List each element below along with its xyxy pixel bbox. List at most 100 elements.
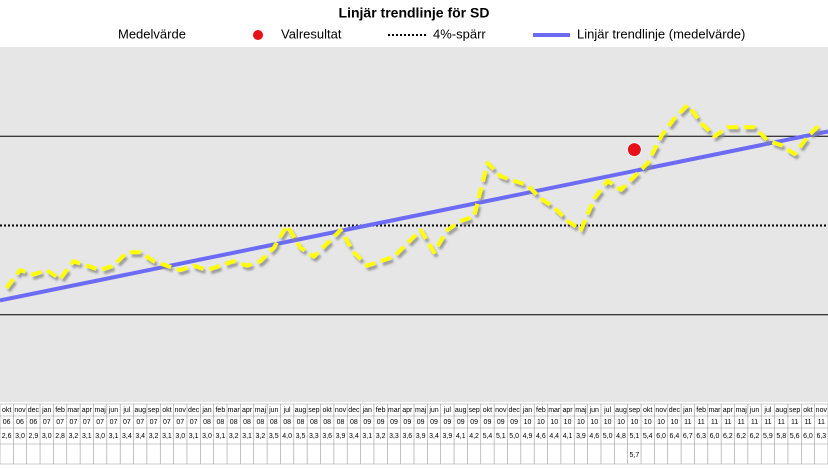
table-value: 5,8 xyxy=(776,433,786,440)
table-value: 3,2 xyxy=(149,433,159,440)
table-month: okt xyxy=(483,407,492,414)
table-value: 4,1 xyxy=(563,433,573,440)
table-value: 6,0 xyxy=(656,433,666,440)
table-month: jan xyxy=(682,407,692,414)
table-month: aug xyxy=(615,407,627,414)
table-month: okt xyxy=(2,407,11,414)
table-month: nov xyxy=(14,407,26,414)
table-value: 3,9 xyxy=(336,433,346,440)
table-month: mar xyxy=(228,407,241,414)
table-year: 08 xyxy=(283,419,291,426)
table-month: jul xyxy=(283,407,291,414)
table-month: feb xyxy=(376,407,386,414)
table-value: 3,6 xyxy=(402,433,412,440)
table-value: 6,0 xyxy=(803,433,813,440)
table-value: 5,1 xyxy=(496,433,506,440)
table-value: 5,4 xyxy=(483,433,493,440)
table-month: feb xyxy=(215,407,225,414)
table-value: 3,2 xyxy=(69,433,79,440)
table-year: 11 xyxy=(738,419,745,426)
table-value: 3,3 xyxy=(309,433,319,440)
table-month: feb xyxy=(696,407,706,414)
table-month: maj xyxy=(415,407,427,414)
table-year: 07 xyxy=(136,419,144,426)
table-month: jul xyxy=(603,407,611,414)
legend-label: Linjär trendlinje (medelvärde) xyxy=(577,26,745,41)
table-year: 10 xyxy=(671,419,679,426)
table-value: 3,5 xyxy=(296,433,306,440)
table-year: 11 xyxy=(804,419,811,426)
table-year: 08 xyxy=(337,419,345,426)
election-point xyxy=(626,142,642,158)
table-year: 08 xyxy=(297,419,305,426)
legend-label: Valresultat xyxy=(281,26,342,41)
table-month: nov xyxy=(175,407,187,414)
table-year: 06 xyxy=(29,419,37,426)
table-value: 4,9 xyxy=(523,433,533,440)
table-year: 10 xyxy=(630,419,638,426)
table-month: jul xyxy=(763,407,771,414)
table-value: 3,2 xyxy=(376,433,386,440)
table-month: mar xyxy=(708,407,721,414)
table-year: 09 xyxy=(484,419,492,426)
table-value: 3,4 xyxy=(135,433,145,440)
table-year: 08 xyxy=(310,419,318,426)
table-month: jul xyxy=(443,407,451,414)
table-month: dec xyxy=(28,407,40,414)
table-month: jan xyxy=(41,407,51,414)
chart-title: Linjär trendlinje för SD xyxy=(339,5,490,21)
table-year: 07 xyxy=(150,419,158,426)
table-month: dec xyxy=(669,407,681,414)
table-year: 11 xyxy=(818,419,825,426)
table-value: 4,0 xyxy=(282,433,292,440)
table-month: jun xyxy=(749,407,759,414)
table-value: 3,4 xyxy=(429,433,439,440)
legend-label: Medelvärde xyxy=(118,26,186,41)
table-year: 09 xyxy=(390,419,398,426)
table-value: 3,2 xyxy=(229,433,239,440)
table-month: jan xyxy=(201,407,211,414)
table-year: 08 xyxy=(230,419,238,426)
table-month: nov xyxy=(816,407,828,414)
table-month: apr xyxy=(402,407,413,414)
table-month: sep xyxy=(789,407,800,414)
table-value: 3,0 xyxy=(175,433,185,440)
table-month: mar xyxy=(67,407,80,414)
table-month: maj xyxy=(255,407,267,414)
table-month: apr xyxy=(723,407,734,414)
table-year: 09 xyxy=(457,419,465,426)
table-year: 07 xyxy=(110,419,118,426)
table-year: 08 xyxy=(270,419,278,426)
table-value: 3,1 xyxy=(215,433,225,440)
table-year: 11 xyxy=(697,419,704,426)
table-value: 4,4 xyxy=(549,433,559,440)
table-month: jun xyxy=(268,407,278,414)
table-value: 5,9 xyxy=(763,433,773,440)
table-year: 09 xyxy=(510,419,518,426)
table-month: feb xyxy=(55,407,65,414)
table-year: 07 xyxy=(56,419,64,426)
table-value: 5,0 xyxy=(603,433,613,440)
table-year: 11 xyxy=(711,419,718,426)
table-value: 5,1 xyxy=(629,433,639,440)
table-month: maj xyxy=(95,407,107,414)
table-month: jan xyxy=(362,407,372,414)
table-value: 6,2 xyxy=(723,433,733,440)
table-value: 3,0 xyxy=(42,433,52,440)
table-value: 6,2 xyxy=(736,433,746,440)
table-value: 3,0 xyxy=(15,433,25,440)
table-year: 07 xyxy=(70,419,78,426)
table-value: 2,6 xyxy=(2,433,12,440)
table-month: dec xyxy=(188,407,200,414)
table-year: 08 xyxy=(216,419,224,426)
table-year: 07 xyxy=(190,419,198,426)
table-year: 07 xyxy=(123,419,131,426)
table-month: jun xyxy=(108,407,118,414)
table-value: 3,0 xyxy=(202,433,212,440)
table-year: 07 xyxy=(176,419,184,426)
table-month: okt xyxy=(803,407,812,414)
table-month: sep xyxy=(629,407,640,414)
table-month: jan xyxy=(522,407,532,414)
table-month: maj xyxy=(575,407,587,414)
